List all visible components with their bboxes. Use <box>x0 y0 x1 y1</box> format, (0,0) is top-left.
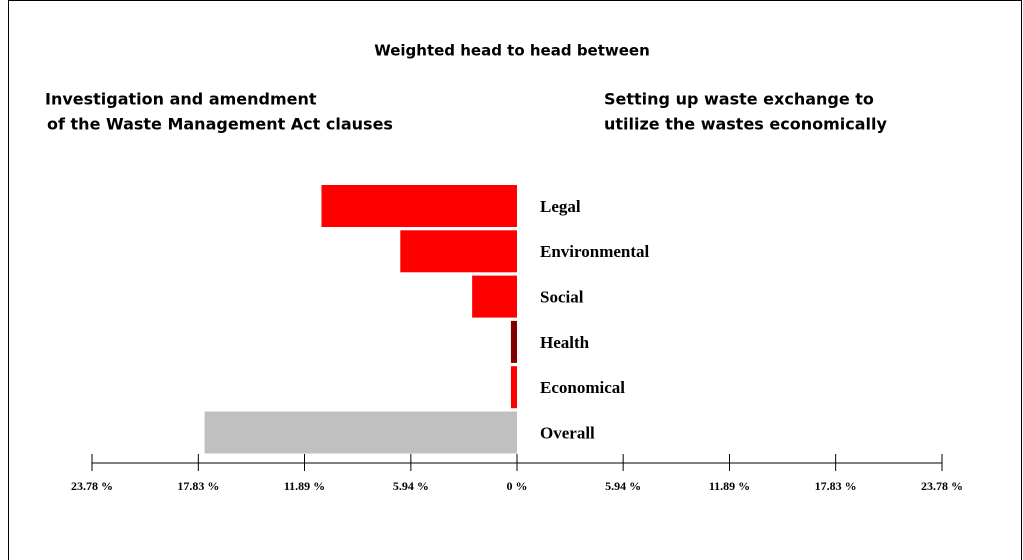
x-tick-label: 0 % <box>507 479 528 493</box>
bar <box>400 230 517 273</box>
x-tick-label: 23.78 % <box>921 479 963 493</box>
category-label: Overall <box>540 423 595 442</box>
x-tick-label: 17.83 % <box>177 479 219 493</box>
left-label: Investigation and amendment <box>45 90 317 109</box>
x-tick-label: 5.94 % <box>605 479 641 493</box>
x-tick-label: 17.83 % <box>815 479 857 493</box>
right-label: Setting up waste exchange to <box>604 90 874 109</box>
x-tick-label: 11.89 % <box>709 479 750 493</box>
category-label: Health <box>540 333 590 352</box>
bar <box>510 320 517 363</box>
bar <box>321 185 517 227</box>
bar <box>204 411 518 454</box>
category-label: Economical <box>540 378 625 397</box>
category-label: Legal <box>540 197 581 216</box>
bar <box>472 275 517 318</box>
left-label: of the Waste Management Act clauses <box>47 115 393 134</box>
right-label: utilize the wastes economically <box>604 115 888 134</box>
x-tick-label: 11.89 % <box>284 479 325 493</box>
bar <box>510 366 517 409</box>
x-tick-label: 23.78 % <box>71 479 113 493</box>
category-label: Social <box>540 288 584 307</box>
x-tick-label: 5.94 % <box>393 479 429 493</box>
chart-title: Weighted head to head between <box>374 42 650 60</box>
category-label: Environmental <box>540 242 650 261</box>
